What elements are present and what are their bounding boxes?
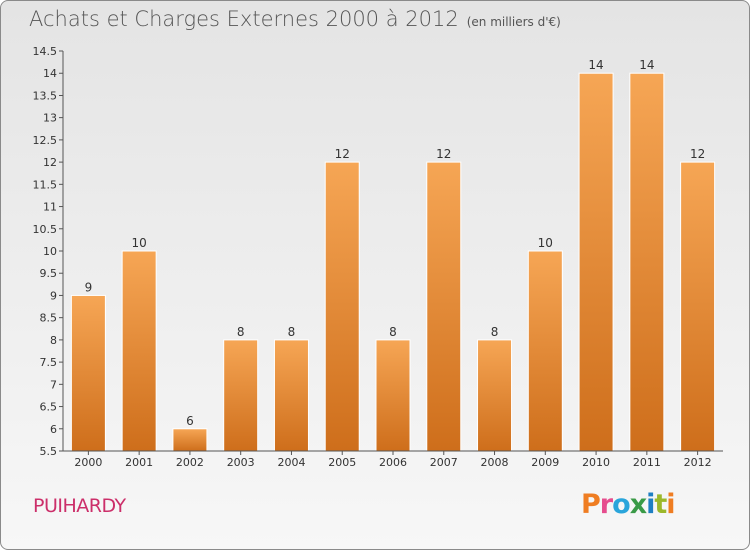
bar-2000	[70, 294, 106, 452]
y-tick-label: 14.5	[33, 45, 58, 58]
y-tick-label: 8	[50, 334, 57, 347]
bar-value-label: 12	[436, 147, 451, 161]
logo-letter: o	[612, 489, 631, 520]
bar-value-label: 8	[288, 325, 296, 339]
bar-2010	[578, 72, 614, 452]
bar-value-label: 10	[538, 236, 553, 250]
proxiti-logo: Proxiti	[581, 489, 676, 520]
bar-2011	[629, 72, 665, 452]
y-tick-label: 9	[50, 289, 57, 302]
bar-value-label: 12	[690, 147, 705, 161]
y-tick-label: 6	[50, 423, 57, 436]
y-tick-label: 8.5	[40, 312, 58, 325]
x-tick-label: 2000	[74, 456, 102, 469]
bar-value-label: 14	[588, 58, 603, 72]
y-tick-label: 7.5	[40, 356, 58, 369]
bars: 9 10 6 8 8 12 8 12 8 10 14 14 12	[70, 58, 716, 452]
bar-value-label: 10	[132, 236, 147, 250]
x-tick-label: 2005	[328, 456, 356, 469]
bar-value-label: 14	[639, 58, 654, 72]
x-tick-label: 2003	[227, 456, 255, 469]
x-tick-label: 2012	[684, 456, 712, 469]
bar-2001	[121, 250, 157, 452]
bar-2012	[680, 161, 716, 452]
bar-2004	[273, 339, 309, 452]
y-tick-label: 9.5	[40, 267, 58, 280]
bar-value-label: 8	[237, 325, 245, 339]
y-tick-label: 7	[50, 378, 57, 391]
y-tick-label: 12	[43, 156, 57, 169]
y-tick-label: 10	[43, 245, 57, 258]
bar-value-label: 9	[85, 280, 93, 294]
logo-letter: i	[666, 489, 675, 520]
y-tick-label: 13.5	[33, 89, 58, 102]
y-tick-label: 11	[43, 201, 57, 214]
y-tick-label: 6.5	[40, 401, 58, 414]
logo-letter: r	[599, 489, 613, 520]
x-tick-label: 2006	[379, 456, 407, 469]
logo-letter: P	[581, 489, 601, 520]
commune-name: PUIHARDY	[33, 495, 126, 517]
bar-value-label: 8	[491, 325, 499, 339]
y-tick-label: 5.5	[40, 445, 58, 458]
chart-title: Achats et Charges Externes 2000 à 2012 (e…	[29, 7, 561, 31]
x-tick-label: 2007	[430, 456, 458, 469]
y-tick-label: 12.5	[33, 134, 58, 147]
bar-value-label: 8	[389, 325, 397, 339]
y-tick-label: 13	[43, 112, 57, 125]
bar-2005	[324, 161, 360, 452]
bar-2009	[527, 250, 563, 452]
x-tick-label: 2010	[582, 456, 610, 469]
x-tick-label: 2004	[277, 456, 305, 469]
bar-2002	[172, 428, 208, 452]
x-tick-label: 2002	[176, 456, 204, 469]
x-axis: 2000 2001 2002 2003 2004 2005 2006 2007 2008 2009…	[63, 450, 723, 469]
y-tick-label: 10.5	[33, 223, 58, 236]
bar-value-label: 6	[186, 414, 194, 428]
x-tick-label: 2011	[633, 456, 661, 469]
bar-value-label: 12	[335, 147, 350, 161]
y-axis: 5.5 6 6.5 7 7.5 8 8.5 9 9.5 10 10.5 11 11.5 12 12.5 13 1…	[33, 45, 64, 458]
logo-letter: x	[629, 489, 647, 520]
bar-2008	[477, 339, 513, 452]
y-tick-label: 11.5	[33, 178, 58, 191]
x-tick-label: 2008	[481, 456, 509, 469]
x-tick-label: 2009	[531, 456, 559, 469]
x-tick-label: 2001	[125, 456, 153, 469]
bar-2007	[426, 161, 462, 452]
logo-letter: t	[654, 489, 667, 520]
bar-2006	[375, 339, 411, 452]
chart-title-main: Achats et Charges Externes 2000 à 2012	[29, 7, 459, 31]
chart-title-unit: (en milliers d'€)	[466, 15, 561, 29]
logo-letter: i	[646, 489, 655, 520]
y-tick-label: 14	[43, 67, 57, 80]
bar-2003	[223, 339, 259, 452]
